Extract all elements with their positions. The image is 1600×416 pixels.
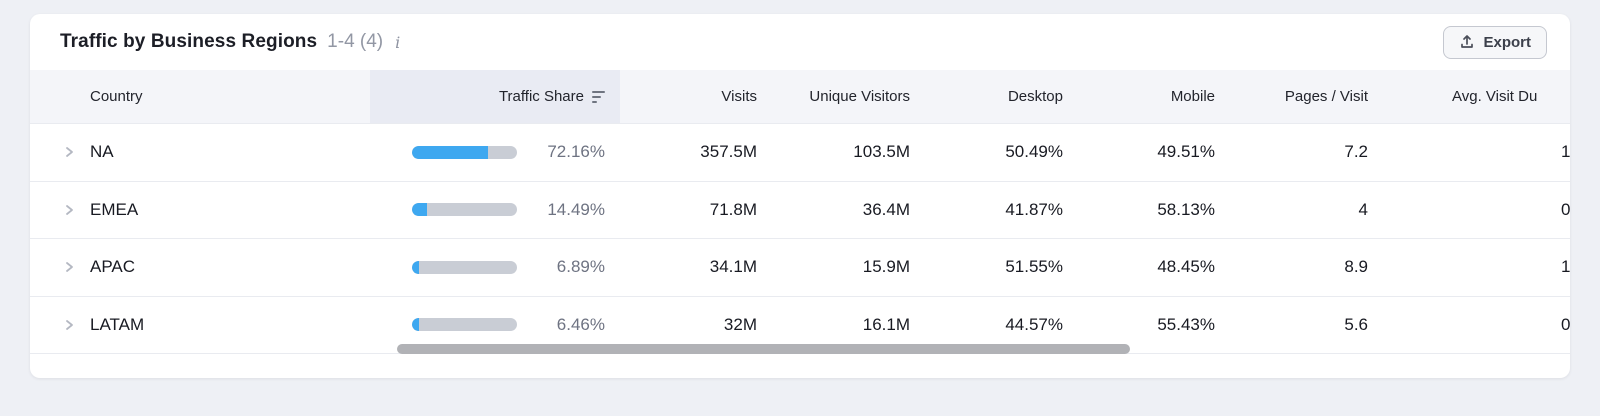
region-name: NA bbox=[90, 142, 114, 162]
avg-visit-duration-value: 0 bbox=[1561, 314, 1570, 334]
pages-per-visit-value: 7.2 bbox=[1344, 142, 1368, 162]
visits-value: 32M bbox=[723, 314, 757, 334]
export-button[interactable]: Export bbox=[1443, 25, 1547, 59]
avg-visit-duration-value: 1 bbox=[1561, 257, 1570, 277]
traffic-share-percent: 6.89% bbox=[556, 257, 605, 277]
expand-chevron-icon[interactable] bbox=[60, 258, 78, 276]
visits-value: 34.1M bbox=[709, 257, 757, 277]
table-scroll-viewport: Country Traffic Share Visits Unique Visi… bbox=[30, 70, 1570, 354]
traffic-share-percent: 14.49% bbox=[547, 199, 605, 219]
regions-table: Country Traffic Share Visits Unique Visi… bbox=[30, 70, 1570, 354]
column-header-country[interactable]: Country bbox=[90, 88, 143, 105]
table-row[interactable]: APAC 6.89% 34.1M 15.9M 51.55% 48.45% 8.9… bbox=[30, 239, 1570, 297]
column-header-mobile[interactable]: Mobile bbox=[1170, 88, 1215, 105]
visits-value: 71.8M bbox=[709, 199, 757, 219]
column-header-traffic-share[interactable]: Traffic Share bbox=[370, 70, 620, 123]
traffic-share-bar bbox=[412, 260, 517, 274]
mobile-share-value: 58.13% bbox=[1157, 199, 1215, 219]
avg-visit-duration-value: 1 bbox=[1561, 142, 1570, 162]
table-row[interactable]: EMEA 14.49% 71.8M 36.4M 41.87% 58.13% 4 … bbox=[30, 181, 1570, 239]
traffic-share-percent: 6.46% bbox=[556, 314, 605, 334]
widget-header: Traffic by Business Regions 1-4 (4) i Ex… bbox=[30, 14, 1570, 70]
mobile-share-value: 48.45% bbox=[1157, 257, 1215, 277]
horizontal-scrollbar-thumb[interactable] bbox=[397, 344, 1130, 354]
column-header-traffic-share-label: Traffic Share bbox=[498, 88, 584, 105]
desktop-share-value: 41.87% bbox=[1005, 199, 1063, 219]
column-header-pages-per-visit[interactable]: Pages / Visit bbox=[1284, 88, 1368, 105]
sort-descending-icon bbox=[592, 90, 605, 103]
expand-chevron-icon[interactable] bbox=[60, 143, 78, 161]
pages-per-visit-value: 4 bbox=[1358, 199, 1368, 219]
traffic-by-regions-widget: Traffic by Business Regions 1-4 (4) i Ex… bbox=[30, 14, 1570, 378]
traffic-share-percent: 72.16% bbox=[547, 142, 605, 162]
traffic-share-bar bbox=[412, 203, 517, 217]
unique-visitors-value: 36.4M bbox=[862, 199, 910, 219]
traffic-share-bar bbox=[412, 318, 517, 332]
table-row[interactable]: NA 72.16% 357.5M 103.5M 50.49% 49.51% 7.… bbox=[30, 124, 1570, 182]
export-icon bbox=[1459, 34, 1475, 50]
column-header-unique-visitors[interactable]: Unique Visitors bbox=[809, 88, 910, 105]
region-name: LATAM bbox=[90, 314, 145, 334]
desktop-share-value: 44.57% bbox=[1005, 314, 1063, 334]
column-header-desktop[interactable]: Desktop bbox=[1007, 88, 1063, 105]
region-name: APAC bbox=[90, 257, 136, 277]
unique-visitors-value: 103.5M bbox=[853, 142, 910, 162]
traffic-share-bar bbox=[412, 145, 517, 159]
mobile-share-value: 55.43% bbox=[1157, 314, 1215, 334]
export-label: Export bbox=[1483, 33, 1531, 51]
avg-visit-duration-value: 0 bbox=[1561, 199, 1570, 219]
mobile-share-value: 49.51% bbox=[1157, 142, 1215, 162]
info-icon[interactable]: i bbox=[395, 32, 401, 52]
table-header-row: Country Traffic Share Visits Unique Visi… bbox=[30, 70, 1570, 124]
pages-per-visit-value: 8.9 bbox=[1344, 257, 1368, 277]
column-header-visits[interactable]: Visits bbox=[721, 88, 757, 105]
unique-visitors-value: 16.1M bbox=[862, 314, 910, 334]
expand-chevron-icon[interactable] bbox=[60, 201, 78, 219]
region-name: EMEA bbox=[90, 199, 139, 219]
pages-per-visit-value: 5.6 bbox=[1344, 314, 1368, 334]
unique-visitors-value: 15.9M bbox=[862, 257, 910, 277]
desktop-share-value: 51.55% bbox=[1005, 257, 1063, 277]
row-range-count: 1-4 (4) bbox=[327, 31, 384, 52]
expand-chevron-icon[interactable] bbox=[60, 316, 78, 334]
widget-title: Traffic by Business Regions bbox=[60, 31, 318, 52]
column-header-avg-visit-duration[interactable]: Avg. Visit Du bbox=[1452, 88, 1538, 105]
visits-value: 357.5M bbox=[700, 142, 757, 162]
desktop-share-value: 50.49% bbox=[1005, 142, 1063, 162]
